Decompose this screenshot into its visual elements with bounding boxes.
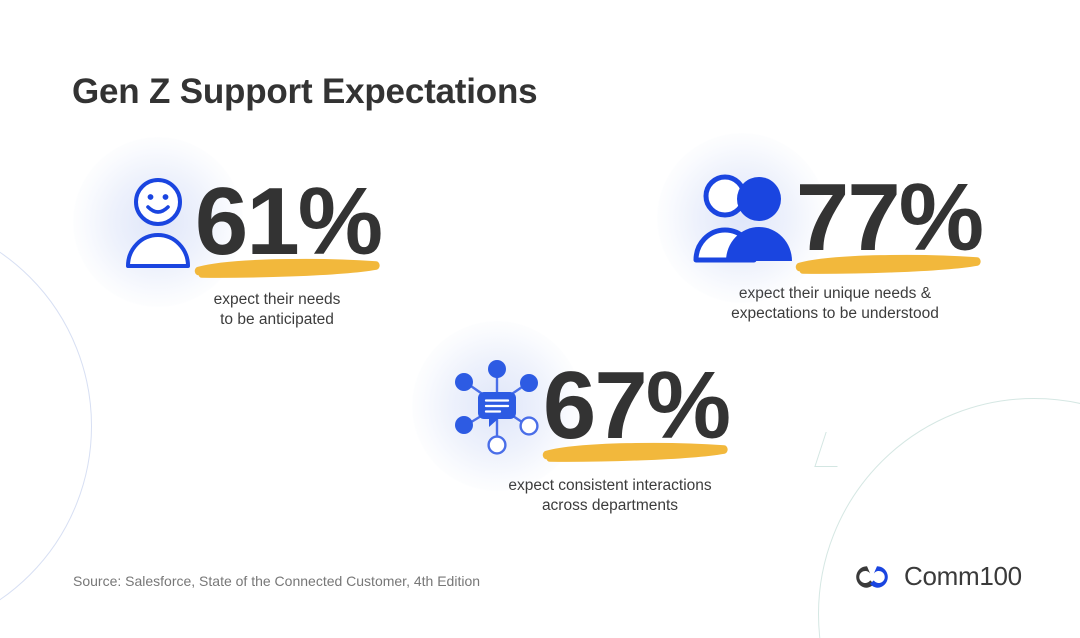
stat-block-67: 67% expect consistent interactions acros…	[411, 321, 750, 516]
decorative-arc-right	[818, 398, 1080, 638]
comm100-logo-icon	[856, 565, 888, 588]
stat-block-77: 77% expect their unique needs & expectat…	[656, 133, 1010, 324]
comm100-logo[interactable]: Comm100	[851, 561, 1022, 592]
highlight-underline	[194, 259, 380, 278]
stat-value-container: 77%	[795, 163, 984, 274]
icon-container	[656, 133, 827, 303]
stat-value-container: 67%	[542, 351, 731, 462]
highlight-underline	[795, 255, 981, 274]
stat-value-container: 61%	[194, 167, 383, 278]
page-title: Gen Z Support Expectations	[72, 72, 538, 111]
icon-container	[411, 321, 582, 491]
highlight-underline	[542, 443, 728, 462]
stat-row: 61%	[72, 137, 406, 307]
stat-caption: expect consistent interactions across de…	[508, 477, 712, 514]
stat-value: 61%	[194, 167, 383, 275]
stat-caption: expect their unique needs & expectations…	[731, 285, 939, 322]
chat-hub-network-icon	[454, 360, 539, 455]
source-citation: Source: Salesforce, State of the Connect…	[73, 573, 481, 589]
smiley-person-icon	[125, 178, 190, 268]
stat-row: 77%	[656, 133, 1010, 303]
comm100-logo-text: Comm100	[904, 561, 1022, 591]
stat-row: 67%	[411, 321, 750, 491]
stat-value: 67%	[542, 351, 731, 459]
stat-caption: expect their needs to be anticipated	[213, 291, 341, 328]
two-people-icon	[693, 174, 792, 263]
stat-value: 77%	[795, 163, 984, 271]
stat-block-61: 61% expect their needs to be anticipated	[72, 137, 406, 330]
decorative-arc-notch	[814, 432, 849, 467]
icon-container	[72, 137, 243, 307]
